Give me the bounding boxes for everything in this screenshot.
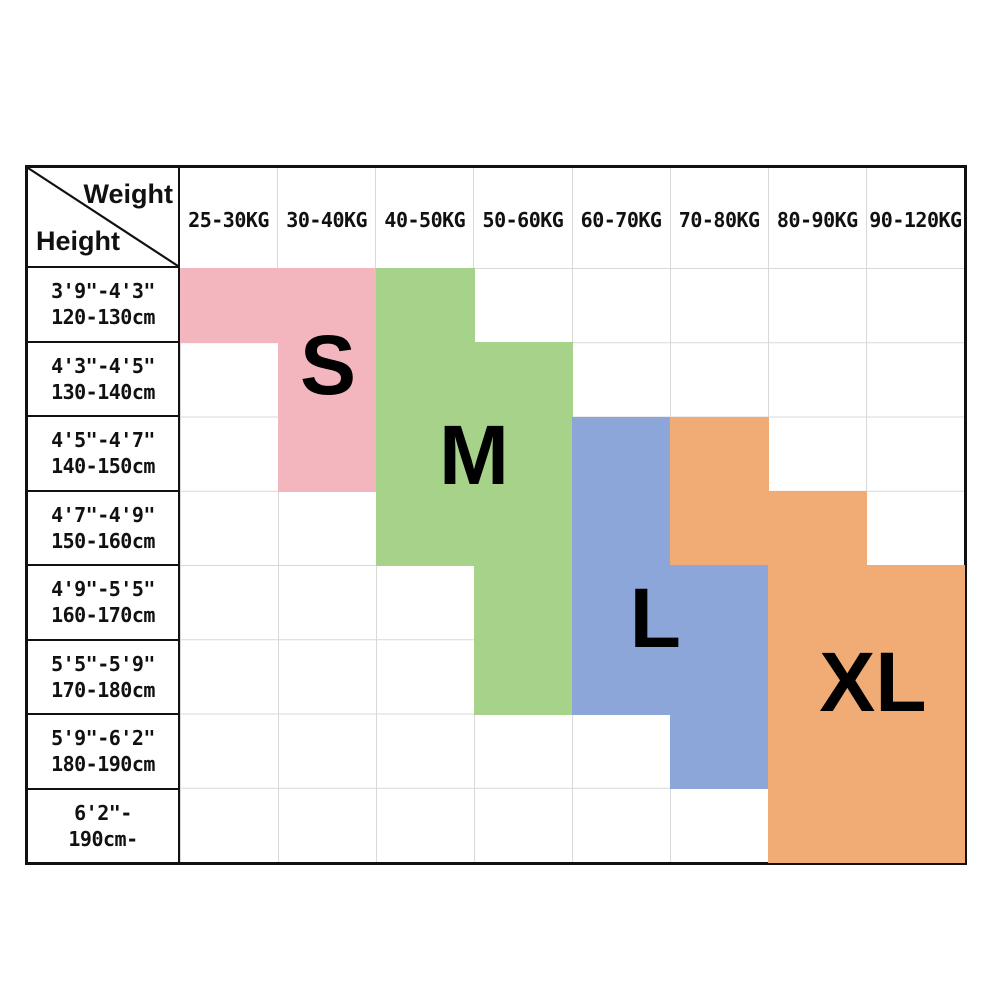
size-region-cell-m: [474, 565, 573, 641]
weight-column-header: 80-90KG: [769, 168, 867, 268]
height-imperial-label: 4'5"-4'7": [51, 428, 155, 453]
size-region-cell-m: [376, 416, 475, 492]
height-axis-label: Height: [36, 226, 120, 256]
height-row-header: 6'2"- 190cm-: [28, 790, 178, 863]
size-region-cell-l: [572, 490, 671, 566]
height-metric-label: 130-140cm: [51, 379, 155, 404]
height-row-header: 4'3"-4'5" 130-140cm: [28, 343, 178, 417]
height-imperial-label: 6'2"-: [74, 800, 132, 825]
weight-header-row: 25-30KG 30-40KG 40-50KG 50-60KG 60-70KG 70-80…: [180, 168, 964, 268]
height-row-header: 5'9"-6'2" 180-190cm: [28, 715, 178, 790]
size-region-cell-xl: [866, 713, 965, 789]
weight-column-header: 70-80KG: [671, 168, 769, 268]
height-imperial-label: 4'9"-5'5": [51, 577, 155, 602]
size-region-cell-xl: [768, 787, 867, 863]
size-region-cell-l: [572, 416, 671, 492]
height-metric-label: 170-180cm: [51, 677, 155, 702]
size-region-cell-m: [376, 342, 475, 418]
height-imperial-label: 4'7"-4'9": [51, 502, 155, 527]
size-region-cell-xl: [866, 787, 965, 863]
size-region-cell-m: [376, 490, 475, 566]
size-letter-s: S: [299, 318, 356, 413]
size-region-cell-m: [474, 639, 573, 715]
height-row-header: 3'9"-4'3" 120-130cm: [28, 268, 178, 343]
size-region-cell-l: [572, 639, 671, 715]
height-metric-label: 120-130cm: [51, 305, 155, 330]
height-row-header: 4'7"-4'9" 150-160cm: [28, 492, 178, 566]
weight-axis-label: Weight: [83, 179, 174, 209]
size-region-cell-xl: [866, 639, 965, 715]
weight-column-header: 30-40KG: [278, 168, 377, 268]
size-region-cell-l: [670, 713, 769, 789]
size-region-cell-xl: [768, 565, 867, 641]
size-grid: S M L XL: [180, 268, 965, 863]
weight-column-header: 25-30KG: [180, 168, 279, 268]
height-header-column: 3'9"-4'3" 120-130cm 4'3"-4'5" 130-140cm 4'5"…: [28, 268, 180, 862]
size-letter-l: L: [629, 571, 681, 666]
size-letter-m: M: [439, 408, 509, 503]
height-row-header: 4'5"-4'7" 140-150cm: [28, 417, 178, 492]
corner-cell: Weight Height: [28, 168, 180, 268]
height-row-header: 5'5"-5'9" 170-180cm: [28, 641, 178, 715]
size-region-cell-m: [474, 342, 573, 418]
height-imperial-label: 4'3"-4'5": [51, 353, 155, 378]
height-metric-label: 150-160cm: [51, 528, 155, 553]
size-chart-table: Weight Height 25-30KG 30-40KG 40-50KG 50-60…: [25, 165, 967, 865]
size-region-cell-l: [670, 639, 769, 715]
size-region-cell-s: [278, 342, 377, 418]
size-letter-xl: XL: [819, 634, 927, 729]
diagonal-divider-line: [28, 168, 178, 266]
size-region-cell-s: [278, 268, 377, 344]
height-metric-label: 180-190cm: [51, 752, 155, 777]
weight-column-header: 50-60KG: [474, 168, 573, 268]
height-metric-label: 140-150cm: [51, 454, 155, 479]
size-region-cell-l: [572, 565, 671, 641]
height-imperial-label: 5'5"-5'9": [51, 651, 155, 676]
size-region-cell-xl: [866, 565, 965, 641]
height-row-header: 4'9"-5'5" 160-170cm: [28, 566, 178, 641]
size-region-cell-xl: [768, 639, 867, 715]
size-region-cell-s: [278, 416, 377, 492]
size-region-cell-l: [670, 565, 769, 641]
height-imperial-label: 5'9"-6'2": [51, 726, 155, 751]
size-region-cell-xl: [670, 490, 769, 566]
weight-column-header: 40-50KG: [376, 168, 475, 268]
size-region-cell-m: [474, 416, 573, 492]
size-region-cell-m: [474, 490, 573, 566]
size-region-cell-xl: [768, 713, 867, 789]
size-region-cell-xl: [768, 490, 867, 566]
size-region-cell-s: [180, 268, 279, 344]
height-imperial-label: 3'9"-4'3": [51, 279, 155, 304]
size-region-cell-xl: [670, 416, 769, 492]
height-metric-label: 160-170cm: [51, 603, 155, 628]
height-metric-label: 190cm-: [68, 826, 138, 851]
weight-column-header: 60-70KG: [573, 168, 671, 268]
weight-column-header: 90-120KG: [869, 208, 962, 232]
size-region-cell-m: [376, 268, 475, 344]
